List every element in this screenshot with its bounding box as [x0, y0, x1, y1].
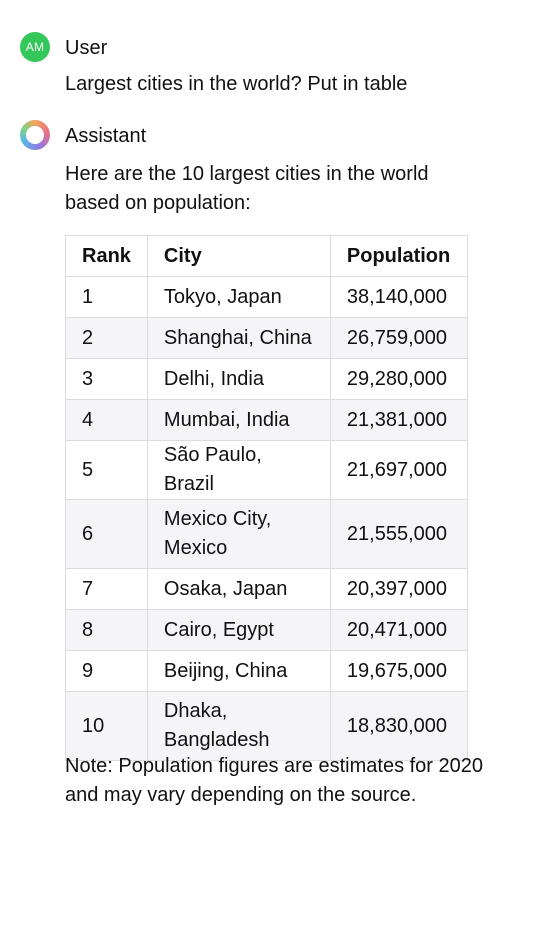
table-row: 5 São Paulo, Brazil 21,697,000	[65, 440, 468, 500]
table-row: 10 Dhaka, Bangladesh 18,830,000	[65, 691, 468, 761]
cell-city: Beijing, China	[146, 650, 331, 692]
cell-city: Osaka, Japan	[146, 568, 331, 610]
cell-rank: 4	[65, 399, 148, 441]
table-row: 7 Osaka, Japan 20,397,000	[65, 568, 468, 610]
cell-population: 38,140,000	[329, 276, 468, 318]
cell-population: 19,675,000	[329, 650, 468, 692]
cell-city: Cairo, Egypt	[146, 609, 331, 651]
cell-rank: 1	[65, 276, 148, 318]
table-row: 9 Beijing, China 19,675,000	[65, 650, 468, 692]
assistant-sender-name: Assistant	[65, 125, 147, 147]
table-row: 1 Tokyo, Japan 38,140,000	[65, 276, 468, 318]
cell-rank: 5	[65, 440, 148, 500]
assistant-note-text: Note: Population figures are estimates f…	[65, 755, 484, 806]
table-row: 4 Mumbai, India 21,381,000	[65, 399, 468, 441]
cell-population: 21,381,000	[329, 399, 468, 441]
table-header-row: Rank City Population	[65, 235, 468, 277]
cell-city: Dhaka, Bangladesh	[146, 691, 331, 761]
cell-city: Mumbai, India	[146, 399, 331, 441]
header-rank: Rank	[65, 235, 148, 277]
cell-rank: 6	[65, 499, 148, 569]
cities-table: Rank City Population 1 Tokyo, Japan 38,1…	[65, 235, 468, 761]
cell-rank: 9	[65, 650, 148, 692]
assistant-logo-ring-icon	[20, 120, 50, 150]
cell-population: 29,280,000	[329, 358, 468, 400]
cell-city: Delhi, India	[146, 358, 331, 400]
cell-rank: 2	[65, 317, 148, 359]
cell-rank: 10	[65, 691, 148, 761]
user-message-text: Largest cities in the world? Put in tabl…	[65, 73, 408, 95]
header-city: City	[146, 235, 331, 277]
cell-rank: 7	[65, 568, 148, 610]
table-row: 2 Shanghai, China 26,759,000	[65, 317, 468, 359]
cell-population: 21,555,000	[329, 499, 468, 569]
user-avatar: AM	[20, 32, 50, 62]
cell-population: 26,759,000	[329, 317, 468, 359]
cell-city: São Paulo, Brazil	[146, 440, 331, 500]
header-population: Population	[329, 235, 468, 277]
cell-city: Tokyo, Japan	[146, 276, 331, 318]
table-row: 6 Mexico City, Mexico 21,555,000	[65, 499, 468, 569]
user-sender-name: User	[65, 37, 108, 59]
assistant-intro-text: Here are the 10 largest cities in the wo…	[65, 163, 429, 214]
cell-rank: 3	[65, 358, 148, 400]
cell-rank: 8	[65, 609, 148, 651]
cell-population: 18,830,000	[329, 691, 468, 761]
cell-population: 20,397,000	[329, 568, 468, 610]
table-row: 8 Cairo, Egypt 20,471,000	[65, 609, 468, 651]
cell-population: 20,471,000	[329, 609, 468, 651]
cell-city: Mexico City, Mexico	[146, 499, 331, 569]
cell-city: Shanghai, China	[146, 317, 331, 359]
cell-population: 21,697,000	[329, 440, 468, 500]
table-row: 3 Delhi, India 29,280,000	[65, 358, 468, 400]
